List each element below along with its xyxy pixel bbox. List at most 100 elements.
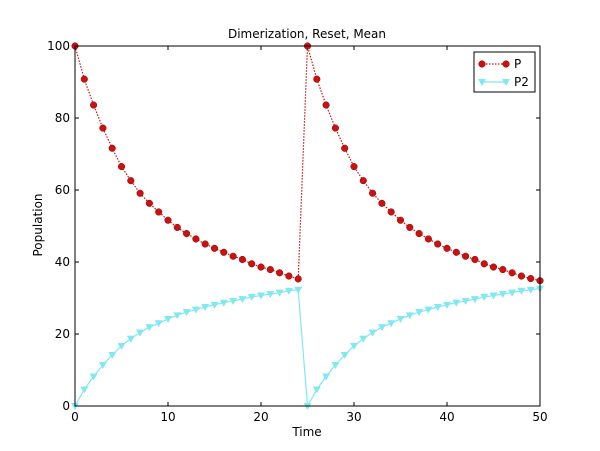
data-point — [526, 286, 535, 294]
x-axis: 0 10 20 30 40 50 — [71, 46, 548, 424]
data-point — [322, 373, 331, 381]
data-point — [331, 124, 339, 132]
data-point — [126, 335, 135, 343]
data-point — [108, 144, 116, 152]
x-tick-label: 0 — [71, 410, 79, 424]
data-point — [405, 312, 414, 320]
data-point — [276, 269, 284, 277]
data-point — [313, 75, 321, 83]
data-point — [257, 263, 265, 271]
data-point — [434, 240, 442, 248]
data-point — [359, 177, 367, 185]
y-axis: 0 20 40 60 80 100 — [47, 39, 540, 413]
data-point — [377, 324, 386, 332]
legend-marker — [477, 79, 487, 87]
y-tick-label: 40 — [55, 255, 70, 269]
data-point — [349, 342, 359, 350]
data-point — [508, 289, 517, 297]
data-point — [173, 223, 181, 231]
data-point — [284, 287, 293, 295]
legend-entry-p2: P2 — [477, 75, 529, 89]
legend: P P2 — [473, 51, 536, 93]
data-point — [442, 301, 452, 309]
data-point — [415, 230, 423, 238]
data-point — [266, 266, 274, 274]
data-point — [90, 101, 98, 109]
x-tick-label: 30 — [346, 410, 361, 424]
data-point — [192, 235, 200, 243]
data-point — [275, 289, 284, 297]
data-point — [164, 216, 172, 224]
axes-frame — [74, 45, 541, 407]
data-point — [229, 252, 237, 260]
data-point — [527, 275, 535, 283]
legend-marker — [478, 60, 486, 68]
data-point — [173, 312, 182, 320]
x-tick-label: 50 — [532, 410, 547, 424]
legend-box — [473, 51, 536, 93]
data-point — [341, 144, 349, 152]
data-point — [340, 351, 349, 359]
data-point — [499, 266, 507, 274]
x-tick-label: 40 — [439, 410, 454, 424]
data-point — [322, 101, 330, 109]
data-point — [424, 306, 433, 314]
series-p — [71, 42, 544, 285]
legend-entry-p: P — [478, 57, 521, 71]
data-point — [443, 244, 451, 252]
chart-title: Dimerization, Reset, Mean — [228, 27, 386, 41]
data-point — [191, 306, 200, 314]
data-point — [117, 163, 126, 171]
data-point — [238, 255, 246, 264]
data-point — [183, 230, 191, 238]
legend-marker — [501, 79, 511, 87]
data-point — [433, 304, 442, 312]
data-point — [359, 335, 368, 343]
data-point — [136, 189, 144, 197]
data-point — [294, 286, 303, 294]
data-point — [210, 301, 219, 309]
data-point — [471, 255, 479, 264]
y-tick-label: 100 — [47, 39, 70, 53]
y-tick-label: 20 — [55, 327, 70, 341]
data-point — [136, 329, 145, 337]
data-point — [117, 342, 126, 350]
data-point — [508, 269, 516, 277]
data-point — [80, 386, 89, 394]
y-axis-title: Population — [31, 193, 45, 256]
data-point — [480, 293, 489, 302]
data-point — [210, 244, 219, 252]
data-point — [98, 362, 107, 370]
data-point — [480, 260, 488, 268]
data-point — [378, 199, 386, 207]
x-axis-title: Time — [291, 425, 321, 439]
y-tick-label: 60 — [55, 183, 70, 197]
data-point — [248, 260, 256, 268]
data-point — [489, 292, 498, 300]
data-point — [461, 297, 470, 305]
y-tick-label: 80 — [55, 111, 70, 125]
data-point — [145, 199, 153, 207]
data-point — [163, 315, 173, 323]
data-point — [312, 386, 321, 394]
data-point — [238, 296, 247, 304]
data-point — [108, 351, 117, 359]
data-point — [387, 208, 395, 216]
x-tick-label: 10 — [160, 410, 175, 424]
plot-area — [70, 42, 545, 411]
legend-label: P2 — [514, 75, 529, 89]
data-point — [285, 272, 293, 280]
data-point — [489, 263, 498, 271]
data-point — [127, 177, 135, 185]
data-point — [387, 320, 396, 328]
data-point — [368, 329, 377, 337]
data-point — [517, 287, 526, 295]
data-point — [182, 309, 191, 317]
data-point — [369, 189, 377, 197]
data-point — [331, 362, 340, 370]
data-point — [154, 320, 163, 328]
data-point — [266, 291, 275, 299]
data-point — [462, 252, 470, 260]
data-point — [145, 324, 154, 332]
